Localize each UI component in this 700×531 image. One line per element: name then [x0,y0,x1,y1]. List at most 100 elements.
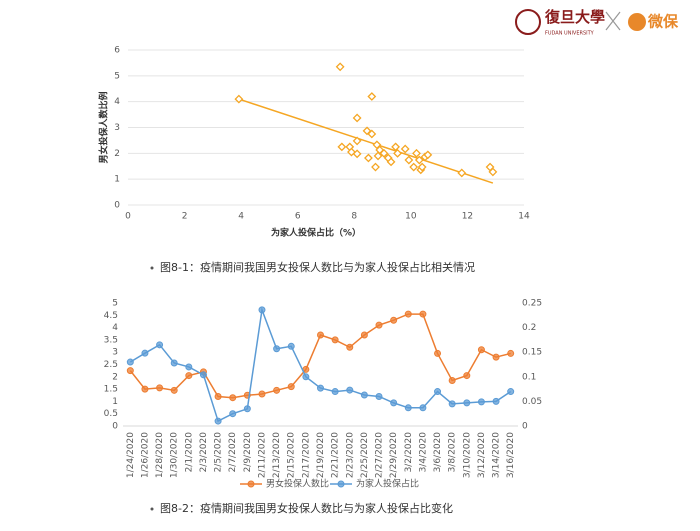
y-tick-label: 4 [114,97,120,107]
series-marker [419,310,427,318]
y-tick-label: 1 [112,397,118,407]
y-tick-label: 5 [112,299,118,309]
scatter-point [404,155,414,165]
scatter-point [417,162,427,172]
series-marker [477,398,485,406]
y-tick-label: 2 [112,372,118,382]
y2-tick-label: 0.1 [522,372,536,382]
x-tick-label: 6 [295,212,301,222]
x-tick-label: 3/16/2020 [506,432,516,478]
y-tick-label: 0 [114,201,120,211]
scatter-point [364,153,373,163]
series-marker [317,331,324,339]
x-tick-label: 2/23/2020 [345,432,355,478]
x-tick-label: 3/4/2020 [418,432,428,473]
y2-tick-label: 0.05 [522,397,542,407]
series-marker [463,372,471,380]
scatter-point [352,136,362,146]
x-tick-label: 0 [125,212,131,222]
university-name: 復旦大學 [544,8,605,26]
y-tick-label: 6 [114,46,120,56]
series-marker [448,376,456,384]
scatter-point [352,113,362,123]
x-tick-label: 14 [518,212,530,222]
brand-name: 微保 [647,13,679,31]
scatter-point [400,144,410,154]
series-marker [507,349,515,357]
series-marker [141,385,149,393]
series-marker [331,388,339,396]
y-tick-label: 3 [114,123,120,133]
x-tick-label: 2/29/2020 [389,432,399,478]
x-tick-label: 1/28/2020 [155,432,165,478]
legend-label: 男女投保人数比 [266,478,329,490]
series-marker [126,358,134,366]
series-marker [375,392,383,400]
scatter-point [379,148,389,158]
brand-icon [628,13,646,31]
series-marker [185,363,193,371]
y2-tick-label: 0.15 [522,348,542,358]
series-marker [375,321,383,329]
scatter-point [488,167,498,177]
y-tick-label: 4.5 [104,311,118,321]
university-name-en: FUDAN UNIVERSITY [545,31,595,37]
y2-tick-label: 0.25 [522,299,542,309]
series-marker [287,342,295,350]
y2-tick-label: 0 [522,422,528,432]
scatter-point [386,157,396,167]
series-marker [258,390,266,398]
scatter-point [367,129,377,139]
series-marker [434,388,442,396]
caption: 图8-1：疫情期间我国男女投保人数比与为家人投保占比相关情况 [160,260,475,274]
scatter-point [409,162,419,172]
x-tick-label: 2/19/2020 [316,432,326,478]
series-marker [287,383,295,391]
series-marker [156,384,164,392]
scatter-point [412,148,421,158]
y-tick-label: 3 [112,348,118,358]
y-tick-label: 0 [112,422,118,432]
x-tick-label: 3/10/2020 [462,432,472,478]
scatter-point [337,142,347,152]
series-marker [185,372,193,380]
series-marker [214,392,222,400]
series-marker [156,341,164,349]
series-marker [404,404,412,412]
series-marker [317,384,324,392]
x-tick-label: 2/9/2020 [243,432,253,473]
y-tick-label: 3.5 [104,335,118,345]
series-marker [243,405,251,413]
series-marker [492,397,500,405]
caption: 图8-2：疫情期间我国男女投保人数比与为家人投保占比变化 [160,501,453,515]
series-marker [390,399,398,407]
scatter-point [414,155,424,165]
series-marker [434,349,442,357]
series-marker [273,345,281,353]
y-tick-label: 5 [114,71,120,81]
y2-tick-label: 0.2 [522,323,536,333]
x-tick-label: 3/12/2020 [477,432,487,478]
series-marker [390,316,398,324]
x-tick-label: 2/13/2020 [272,432,282,478]
series-marker [170,359,178,367]
x-tick-label: 4 [238,212,244,222]
scatter-point [335,62,345,72]
x-tick-label: 2/3/2020 [199,432,209,473]
series-marker [507,388,515,396]
legend-marker [337,480,345,488]
series-marker [258,306,266,314]
scatter-point [352,149,362,159]
x-tick-label: 3/14/2020 [492,432,502,478]
x-tick-label: 2/25/2020 [360,432,370,478]
university-seal [515,9,541,35]
y-tick-label: 1 [114,175,120,185]
scatter-point [347,147,356,157]
series-marker [273,386,281,394]
x-tick-label: 2/11/2020 [257,432,267,478]
series-marker [346,386,354,394]
scatter-point [393,148,402,158]
series-marker [419,404,427,412]
series-marker [331,336,339,344]
